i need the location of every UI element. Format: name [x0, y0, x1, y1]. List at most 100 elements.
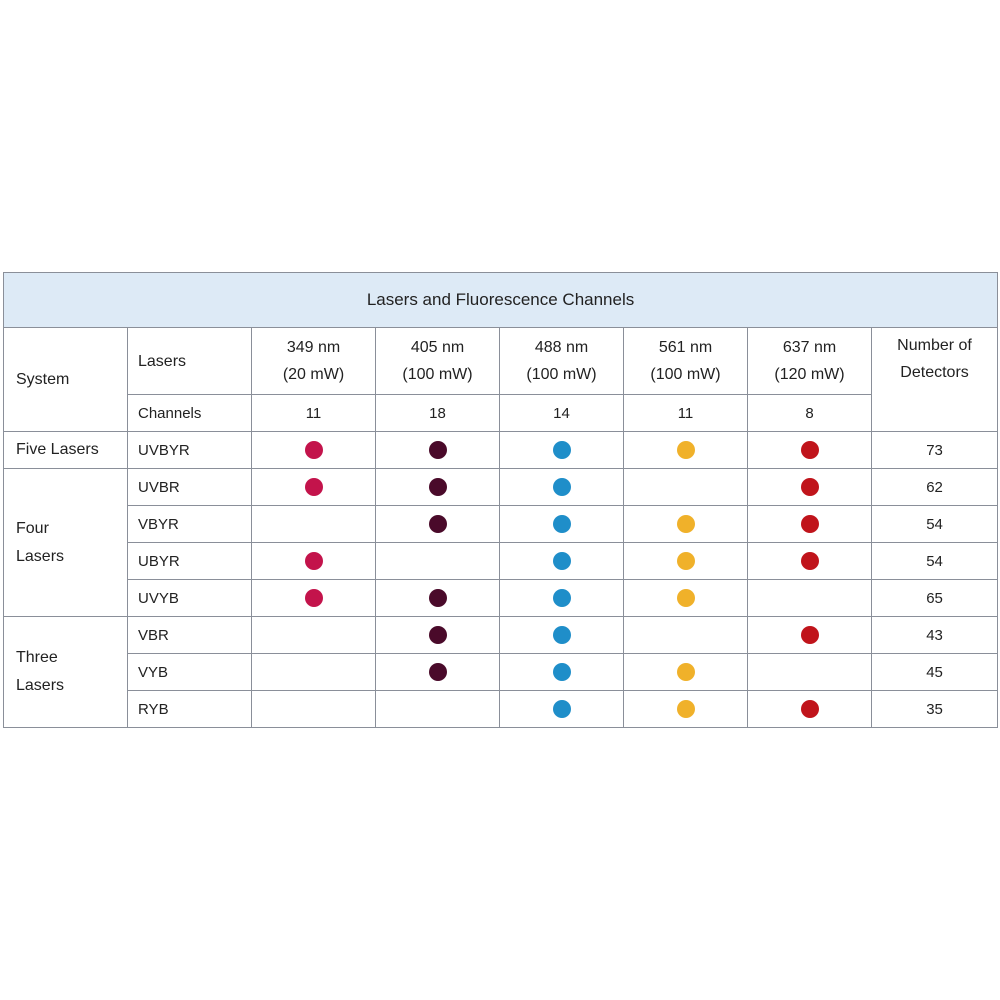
channel-count: 11	[251, 394, 376, 432]
laser-presence-cell	[251, 542, 376, 580]
table-row: Three Lasers VBR 43	[3, 616, 999, 728]
system-header: System	[3, 327, 128, 432]
laser-presence-cell	[375, 653, 500, 691]
laser-dot-icon	[552, 699, 571, 718]
laser-wavelength: 637 nm	[782, 339, 837, 356]
table-row: VYB 45	[4, 653, 999, 691]
detectors-header-line: Detectors	[900, 364, 969, 381]
detectors-header: Number of Detectors	[870, 327, 999, 432]
laser-dot-icon	[676, 662, 695, 681]
laser-dot-icon	[552, 514, 571, 533]
laser-dot-icon	[800, 625, 819, 644]
lasers-table-container: Lasers and Fluorescence Channels System …	[2, 272, 999, 728]
laser-dot-icon	[428, 440, 447, 459]
system-code: UVYB	[127, 579, 252, 617]
system-code: UVBYR	[127, 431, 252, 469]
laser-wavelength: 349 nm	[286, 339, 341, 356]
laser-presence-cell	[623, 468, 748, 506]
system-code: VBYR	[127, 505, 252, 543]
laser-dot-icon	[304, 477, 323, 496]
laser-presence-cell	[375, 579, 500, 617]
detector-count: 73	[870, 431, 999, 469]
laser-presence-cell	[623, 505, 748, 543]
laser-presence-cell	[251, 690, 376, 728]
table-row: Five Lasers UVBYR 73	[3, 431, 999, 469]
laser-presence-cell	[623, 690, 748, 728]
laser-dot-icon	[676, 699, 695, 718]
laser-presence-cell	[747, 653, 872, 691]
laser-presence-cell	[375, 690, 500, 728]
system-group-label-line: Four	[16, 519, 49, 537]
detectors-header-line: Number of	[897, 337, 972, 354]
laser-presence-cell	[251, 468, 376, 506]
laser-presence-cell	[375, 505, 500, 543]
table-row: UVYB 65	[4, 579, 999, 617]
laser-dot-icon	[428, 514, 447, 533]
laser-presence-cell	[251, 616, 376, 654]
laser-presence-cell	[499, 542, 624, 580]
system-group-label-line: Three	[16, 649, 58, 666]
system-group-label: Four Lasers	[3, 468, 128, 617]
laser-dot-icon	[552, 551, 571, 570]
laser-presence-cell	[251, 431, 376, 469]
detector-count: 43	[870, 616, 999, 654]
laser-dot-icon	[800, 477, 819, 496]
laser-presence-cell	[747, 505, 872, 543]
lasers-header: Lasers	[127, 327, 252, 395]
detector-count: 65	[870, 579, 999, 617]
laser-header-4: 561 nm (100 mW)	[623, 327, 748, 395]
laser-dot-icon	[552, 440, 571, 459]
laser-dot-icon	[800, 514, 819, 533]
system-code: VBR	[127, 616, 252, 654]
laser-dot-icon	[676, 588, 695, 607]
laser-presence-cell	[375, 468, 500, 506]
system-code: RYB	[127, 690, 252, 728]
laser-presence-cell	[499, 690, 624, 728]
laser-dot-icon	[304, 551, 323, 570]
laser-presence-cell	[747, 431, 872, 469]
detector-count: 35	[870, 690, 999, 728]
laser-power: (120 mW)	[774, 366, 845, 383]
detector-count: 62	[870, 468, 999, 506]
laser-dot-icon	[428, 625, 447, 644]
laser-presence-cell	[375, 542, 500, 580]
laser-dot-icon	[800, 699, 819, 718]
laser-dot-icon	[428, 588, 447, 607]
system-group-label: Five Lasers	[3, 431, 128, 469]
laser-presence-cell	[251, 579, 376, 617]
system-group-label-line: Lasers	[16, 547, 65, 565]
table-row: Four Lasers UVBR 62	[3, 468, 999, 617]
laser-dot-icon	[552, 662, 571, 681]
laser-presence-cell	[375, 431, 500, 469]
laser-presence-cell	[623, 542, 748, 580]
laser-power: (100 mW)	[526, 366, 597, 383]
laser-wavelength: 405 nm	[410, 339, 465, 356]
laser-presence-cell	[499, 431, 624, 469]
laser-dot-icon	[304, 440, 323, 459]
laser-header-3: 488 nm (100 mW)	[499, 327, 624, 395]
table-title: Lasers and Fluorescence Channels	[2, 272, 999, 328]
system-group-label: Three Lasers	[3, 616, 128, 728]
laser-presence-cell	[747, 616, 872, 654]
lasers-fluorescence-table: Lasers and Fluorescence Channels System …	[2, 272, 999, 728]
laser-dot-icon	[800, 551, 819, 570]
laser-presence-cell	[251, 505, 376, 543]
channels-label: Channels	[127, 394, 252, 432]
laser-presence-cell	[499, 505, 624, 543]
laser-presence-cell	[251, 653, 376, 691]
laser-presence-cell	[499, 579, 624, 617]
system-code: VYB	[127, 653, 252, 691]
laser-presence-cell	[499, 468, 624, 506]
table-row: RYB 35	[4, 690, 999, 728]
system-code: UVBR	[127, 468, 252, 506]
laser-presence-cell	[375, 616, 500, 654]
laser-dot-icon	[428, 477, 447, 496]
laser-power: (100 mW)	[650, 366, 721, 383]
laser-dot-icon	[428, 662, 447, 681]
laser-dot-icon	[676, 514, 695, 533]
laser-dot-icon	[552, 588, 571, 607]
laser-presence-cell	[623, 431, 748, 469]
laser-presence-cell	[747, 468, 872, 506]
laser-header-1: 349 nm (20 mW)	[251, 327, 376, 395]
laser-dot-icon	[800, 440, 819, 459]
